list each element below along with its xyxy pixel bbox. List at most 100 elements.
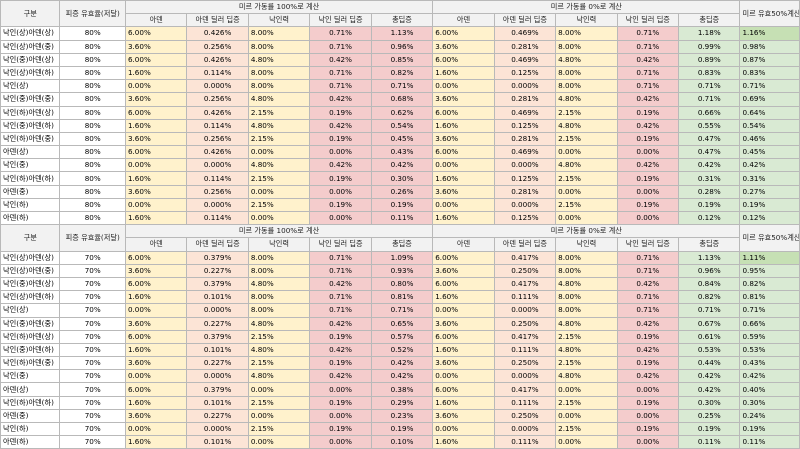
column-subheader[interactable]: 아덴 bbox=[432, 13, 495, 28]
table-cell[interactable]: 아덴(하) bbox=[0, 210, 61, 226]
table-cell[interactable]: 6.00% bbox=[124, 276, 188, 292]
column-subheader[interactable]: 낙인 딜러 딥증 bbox=[616, 237, 680, 252]
table-cell[interactable]: 0.54% bbox=[739, 118, 800, 133]
table-cell[interactable]: 0.417% bbox=[493, 276, 557, 292]
table-cell[interactable]: 0.42% bbox=[309, 118, 372, 133]
table-cell[interactable]: 0.00% bbox=[124, 158, 188, 173]
table-cell[interactable]: 0.256% bbox=[186, 39, 249, 54]
table-cell[interactable]: 0.00% bbox=[247, 184, 311, 199]
table-cell[interactable]: 1.16% bbox=[739, 26, 800, 41]
table-cell[interactable]: 낙인(상)아덴(상) bbox=[0, 26, 61, 41]
table-cell[interactable]: 0.00% bbox=[432, 303, 495, 318]
table-cell[interactable]: 8.00% bbox=[247, 79, 311, 94]
table-cell[interactable]: 0.417% bbox=[493, 250, 557, 265]
table-cell[interactable]: 0.000% bbox=[186, 303, 249, 318]
table-cell[interactable]: 1.60% bbox=[124, 210, 188, 226]
column-header-rate[interactable]: 피증 유효율(저달) bbox=[59, 0, 126, 28]
table-cell[interactable]: 0.227% bbox=[186, 263, 249, 278]
table-cell[interactable]: 0.00% bbox=[247, 210, 311, 226]
table-cell[interactable]: 0.250% bbox=[493, 263, 557, 278]
table-cell[interactable]: 1.60% bbox=[124, 118, 188, 133]
table-cell[interactable]: 70% bbox=[59, 303, 126, 318]
table-cell[interactable]: 낙인(하) bbox=[0, 197, 61, 213]
table-cell[interactable]: 0.43% bbox=[370, 145, 434, 160]
table-cell[interactable]: 4.80% bbox=[555, 118, 618, 133]
table-cell[interactable]: 0.00% bbox=[432, 79, 495, 94]
table-cell[interactable]: 0.227% bbox=[186, 408, 249, 424]
table-cell[interactable]: 80% bbox=[59, 39, 126, 54]
table-cell[interactable]: 0.000% bbox=[493, 158, 557, 173]
table-cell[interactable]: 0.12% bbox=[739, 210, 800, 226]
table-cell[interactable]: 0.19% bbox=[309, 131, 372, 147]
table-cell[interactable]: 0.11% bbox=[739, 435, 800, 449]
table-cell[interactable]: 낙인(하) bbox=[0, 421, 61, 437]
table-cell[interactable]: 0.61% bbox=[678, 329, 741, 344]
table-cell[interactable]: 0.67% bbox=[678, 316, 741, 331]
table-cell[interactable]: 0.25% bbox=[678, 408, 741, 424]
column-header-rate[interactable]: 피증 유효율(저달) bbox=[59, 224, 126, 252]
table-cell[interactable]: 0.99% bbox=[678, 39, 741, 54]
table-cell[interactable]: 0.81% bbox=[370, 290, 434, 305]
table-cell[interactable]: 0.71% bbox=[678, 303, 741, 318]
table-cell[interactable]: 0.19% bbox=[370, 197, 434, 213]
table-cell[interactable]: 0.125% bbox=[493, 210, 557, 226]
table-cell[interactable]: 4.80% bbox=[247, 342, 311, 358]
table-cell[interactable]: 0.00% bbox=[309, 408, 372, 424]
table-cell[interactable]: 0.19% bbox=[616, 197, 680, 213]
column-subheader[interactable]: 총딥증 bbox=[370, 13, 434, 28]
table-cell[interactable]: 70% bbox=[59, 382, 126, 397]
table-cell[interactable]: 0.379% bbox=[186, 382, 249, 397]
table-cell[interactable]: 0.54% bbox=[370, 118, 434, 133]
table-cell[interactable]: 0.71% bbox=[739, 303, 800, 318]
table-cell[interactable]: 0.69% bbox=[739, 92, 800, 107]
table-cell[interactable]: 아덴(상) bbox=[0, 145, 61, 160]
column-subheader[interactable]: 낙인 딜러 딥증 bbox=[309, 13, 372, 28]
table-cell[interactable]: 0.52% bbox=[370, 342, 434, 358]
table-cell[interactable]: 1.18% bbox=[678, 26, 741, 41]
table-cell[interactable]: 4.80% bbox=[247, 369, 311, 384]
table-cell[interactable]: 8.00% bbox=[555, 250, 618, 265]
table-cell[interactable]: 0.47% bbox=[678, 131, 741, 147]
table-cell[interactable]: 0.00% bbox=[616, 210, 680, 226]
table-cell[interactable]: 1.60% bbox=[124, 395, 188, 410]
table-cell[interactable]: 4.80% bbox=[247, 276, 311, 292]
table-cell[interactable]: 80% bbox=[59, 210, 126, 226]
table-cell[interactable]: 0.80% bbox=[370, 276, 434, 292]
table-cell[interactable]: 1.11% bbox=[739, 250, 800, 265]
table-cell[interactable]: 0.379% bbox=[186, 276, 249, 292]
table-cell[interactable]: 0.00% bbox=[555, 210, 618, 226]
table-cell[interactable]: 0.000% bbox=[493, 197, 557, 213]
table-cell[interactable]: 0.00% bbox=[247, 145, 311, 160]
column-subheader[interactable]: 낙인력 bbox=[555, 13, 618, 28]
table-cell[interactable]: 0.42% bbox=[370, 356, 434, 371]
table-cell[interactable]: 0.71% bbox=[309, 79, 372, 94]
table-cell[interactable]: 0.24% bbox=[739, 408, 800, 424]
column-subheader[interactable]: 아덴 bbox=[432, 237, 495, 252]
table-cell[interactable]: 8.00% bbox=[555, 79, 618, 94]
table-cell[interactable]: 4.80% bbox=[555, 276, 618, 292]
table-cell[interactable]: 0.66% bbox=[678, 105, 741, 120]
table-cell[interactable]: 0.000% bbox=[186, 158, 249, 173]
table-cell[interactable]: 0.85% bbox=[370, 52, 434, 67]
table-cell[interactable]: 3.60% bbox=[432, 92, 495, 107]
table-cell[interactable]: 8.00% bbox=[555, 26, 618, 41]
table-cell[interactable]: 3.60% bbox=[124, 408, 188, 424]
table-cell[interactable]: 3.60% bbox=[432, 263, 495, 278]
column-subheader[interactable]: 낙인력 bbox=[555, 237, 618, 252]
table-cell[interactable]: 0.111% bbox=[493, 435, 557, 449]
table-cell[interactable]: 0.43% bbox=[739, 356, 800, 371]
table-cell[interactable]: 0.227% bbox=[186, 356, 249, 371]
table-cell[interactable]: 0.93% bbox=[370, 263, 434, 278]
table-cell[interactable]: 0.250% bbox=[493, 316, 557, 331]
column-group-header-0[interactable]: 미르 가동률 0%로 계산 bbox=[432, 0, 741, 15]
table-cell[interactable]: 0.71% bbox=[616, 263, 680, 278]
table-cell[interactable]: 8.00% bbox=[247, 65, 311, 81]
column-subheader[interactable]: 총딥증 bbox=[678, 237, 741, 252]
table-cell[interactable]: 8.00% bbox=[247, 26, 311, 41]
table-cell[interactable]: 0.68% bbox=[370, 92, 434, 107]
table-cell[interactable]: 80% bbox=[59, 184, 126, 199]
table-cell[interactable]: 1.60% bbox=[432, 290, 495, 305]
table-cell[interactable]: 낙인(중)아덴(상) bbox=[0, 52, 61, 67]
table-cell[interactable]: 6.00% bbox=[124, 145, 188, 160]
table-cell[interactable]: 낙인(하)아덴(상) bbox=[0, 105, 61, 120]
